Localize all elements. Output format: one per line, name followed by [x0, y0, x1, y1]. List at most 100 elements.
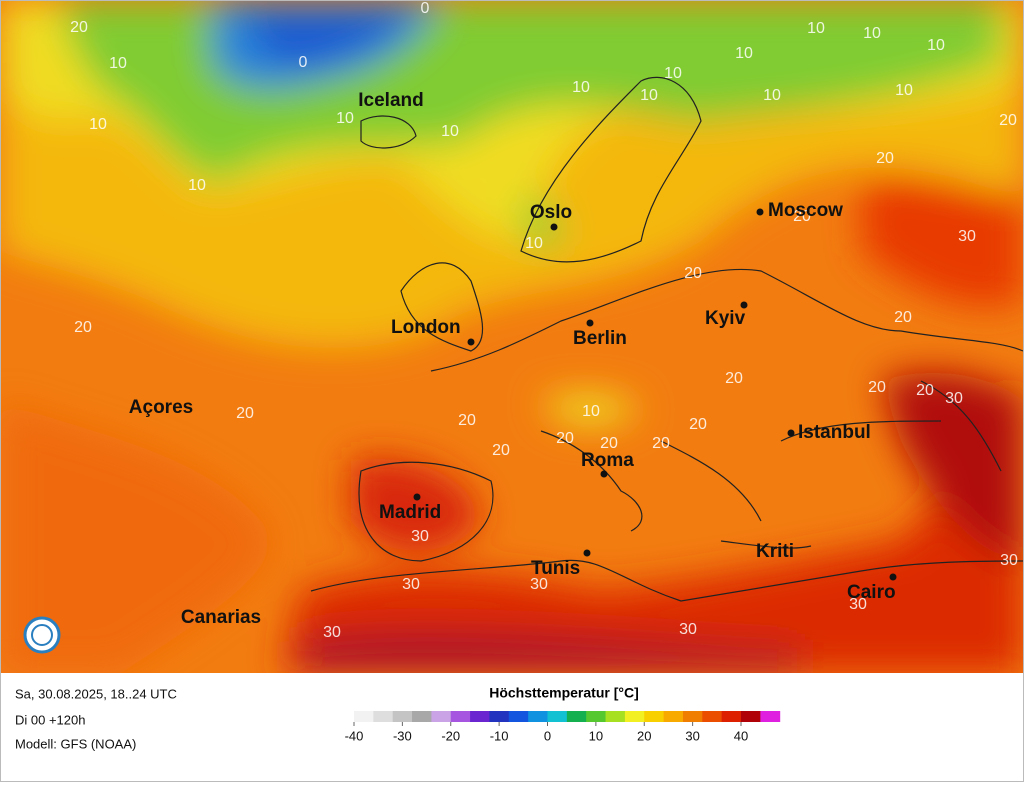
isoline-label: 30: [323, 624, 341, 641]
coastlines: [310, 76, 1024, 602]
isoline-label: 20: [492, 442, 510, 459]
legend-swatch: [624, 711, 645, 722]
isoline-label: 30: [1000, 552, 1018, 569]
temperature-field: [1, 1, 1024, 673]
legend-swatch: [528, 711, 548, 722]
city-label: Açores: [129, 397, 193, 418]
legend-swatch: [760, 711, 781, 722]
isoline-label: 10: [664, 65, 682, 82]
isoline-label: 20: [684, 265, 702, 282]
isoline-label: 10: [336, 110, 354, 127]
isoline-label: 0: [421, 1, 430, 17]
legend-swatch: [566, 711, 587, 722]
city-label: Oslo: [530, 202, 572, 223]
isoline-label: 0: [299, 54, 308, 71]
legend-tick-label: 10: [589, 728, 603, 743]
legend-swatch: [605, 711, 626, 722]
isoline-label: 30: [679, 621, 697, 638]
legend-swatch: [470, 711, 490, 722]
isoline-label: 20: [458, 412, 476, 429]
isoline-label: 10: [582, 403, 600, 420]
isoline-label: 10: [89, 116, 107, 133]
city-label: Tunis: [531, 558, 580, 579]
isoline-label: 10: [525, 235, 543, 252]
isoline-label: 10: [640, 87, 658, 104]
legend-tick-label: -40: [345, 728, 364, 743]
city-label: Iceland: [358, 90, 423, 111]
isoline-label: 10: [807, 20, 825, 37]
footer-run: Di 00 +120h: [15, 712, 85, 727]
city-dot: [889, 573, 897, 581]
legend-swatch: [412, 711, 432, 722]
isoline-label: 20: [600, 435, 618, 452]
legend-tick-label: 20: [637, 728, 651, 743]
legend-swatch: [450, 711, 471, 722]
legend-tick-label: 0: [544, 728, 551, 743]
city-label: Berlin: [573, 328, 627, 349]
isoline-label: 20: [70, 19, 88, 36]
city-label: Istanbul: [798, 422, 871, 443]
isoline-label: 20: [652, 435, 670, 452]
legend-swatch: [682, 711, 703, 722]
city-label: Canarias: [181, 607, 261, 628]
footer-panel: [1, 673, 1023, 781]
city-label: Kriti: [756, 541, 794, 562]
legend-tick-label: 30: [685, 728, 699, 743]
isoline-label: 10: [109, 55, 127, 72]
legend-swatch: [721, 711, 742, 722]
legend-swatch: [586, 711, 607, 722]
isoline-label: 20: [793, 208, 811, 225]
city-dot: [550, 223, 558, 231]
isoline-label: 20: [876, 150, 894, 167]
isoline-label: 20: [556, 430, 574, 447]
legend-tick-label: 40: [734, 728, 748, 743]
city-dot: [583, 549, 591, 557]
isoline-label: 20: [999, 112, 1017, 129]
isoline-label: 10: [863, 25, 881, 42]
legend-swatch: [508, 711, 529, 722]
city-label: Cairo: [847, 582, 896, 603]
logo: [23, 616, 61, 654]
legend-swatch: [741, 711, 761, 722]
footer-model: Modell: GFS (NOAA): [15, 736, 136, 751]
isoline-label: 10: [572, 79, 590, 96]
isoline-label: 30: [402, 576, 420, 593]
legend-swatch: [644, 711, 665, 722]
isoline-label: 20: [725, 370, 743, 387]
legend-swatch: [702, 711, 723, 722]
isoline-label: 10: [927, 37, 945, 54]
isoline-label: 10: [735, 45, 753, 62]
legend-swatch: [373, 711, 394, 722]
city-dot: [586, 319, 594, 327]
isoline-label: 10: [895, 82, 913, 99]
city-dot: [756, 208, 764, 216]
legend-tick-label: -20: [441, 728, 460, 743]
isoline-label: 30: [958, 228, 976, 245]
legend-title: Höchsttemperatur [°C]: [489, 685, 639, 701]
city-dot: [467, 338, 475, 346]
footer-date: Sa, 30.08.2025, 18..24 UTC: [15, 686, 177, 701]
isoline-label: 20: [689, 416, 707, 433]
legend-swatch: [431, 711, 452, 722]
isoline-label: 10: [188, 177, 206, 194]
legend-swatch: [392, 711, 413, 722]
city-label: Moscow: [768, 200, 843, 221]
city-dot: [413, 493, 421, 501]
legend-swatch: [354, 711, 374, 722]
legend-swatch: [489, 711, 510, 722]
legend-swatch: [663, 711, 684, 722]
legend-tick-label: -30: [393, 728, 412, 743]
city-dot: [600, 470, 608, 478]
isoline-label: 20: [916, 382, 934, 399]
city-dot: [740, 301, 748, 309]
isoline-label: 30: [945, 390, 963, 407]
legend-swatch: [547, 711, 568, 722]
isoline-label: 20: [868, 379, 886, 396]
isoline-label: 30: [411, 528, 429, 545]
city-label: London: [391, 317, 461, 338]
legend-tick-label: -10: [490, 728, 509, 743]
isoline-label: 20: [236, 405, 254, 422]
city-label: Madrid: [379, 502, 441, 523]
